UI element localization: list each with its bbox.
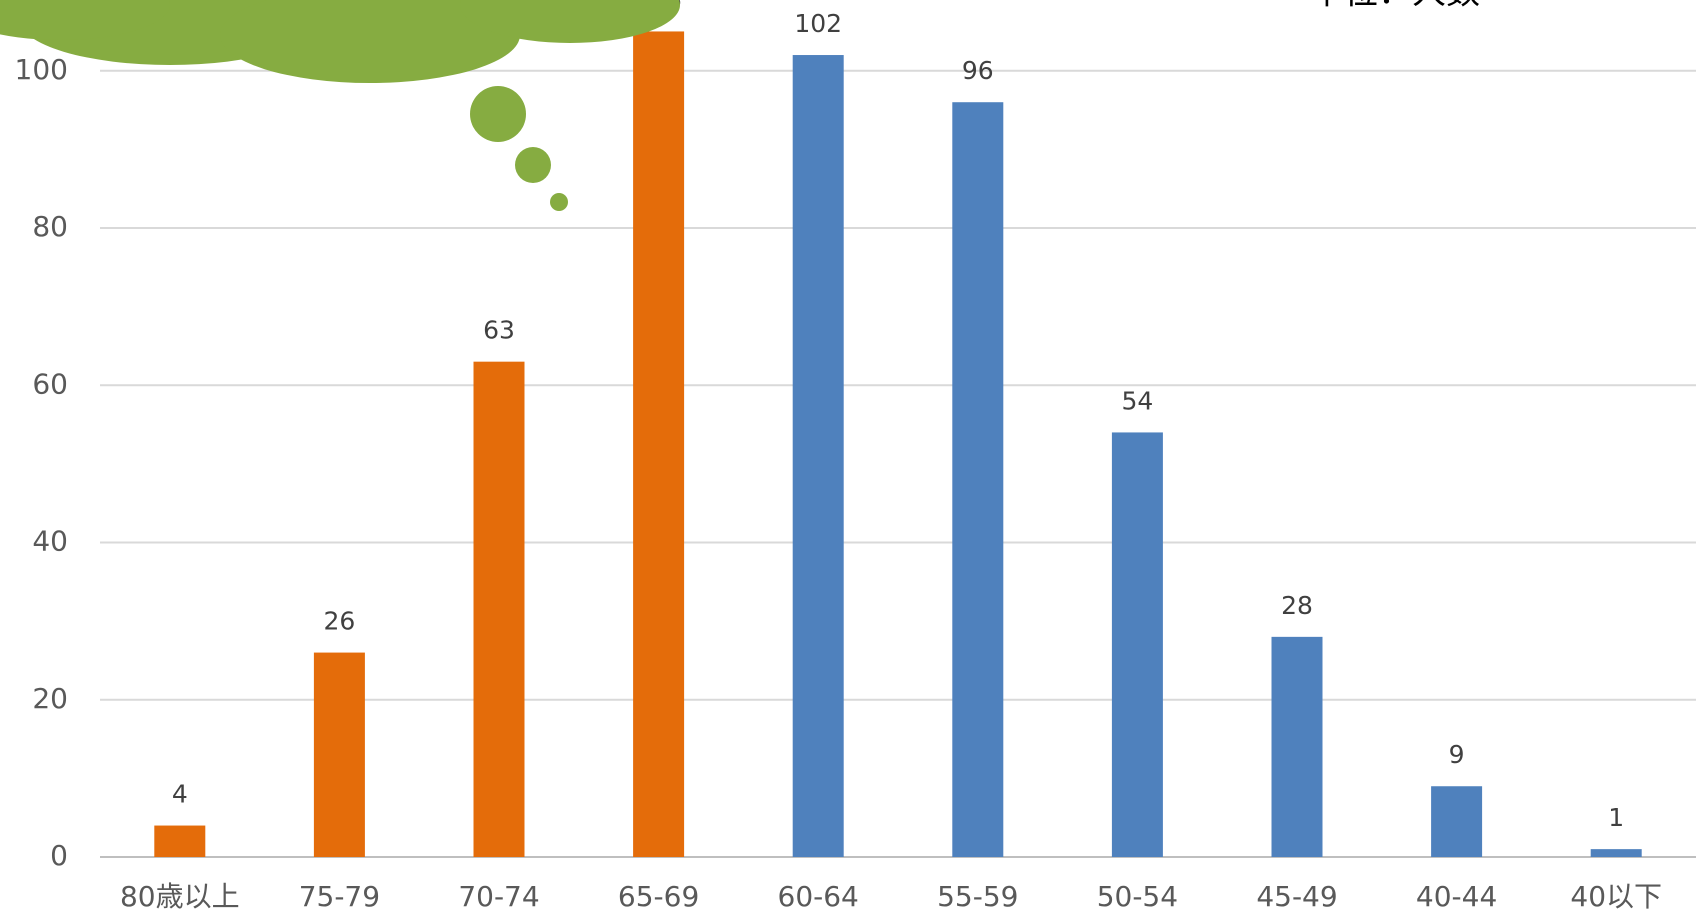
bar bbox=[952, 102, 1004, 858]
y-tick-label: 100 bbox=[15, 53, 68, 86]
data-label: 96 bbox=[962, 56, 994, 85]
thought-cloud bbox=[0, 0, 680, 211]
y-tick-label: 40 bbox=[32, 525, 68, 558]
unit-label: 単位：人数 bbox=[1310, 0, 1480, 13]
bar bbox=[1431, 786, 1483, 857]
x-tick-label: 80歳以上 bbox=[120, 880, 240, 913]
bar bbox=[154, 825, 206, 857]
x-tick-label: 60-64 bbox=[778, 880, 859, 913]
bar bbox=[473, 361, 525, 857]
data-label: 54 bbox=[1121, 386, 1153, 415]
x-tick-label: 45-49 bbox=[1256, 880, 1337, 913]
x-tick-label: 50-54 bbox=[1097, 880, 1178, 913]
x-tick-label: 70-74 bbox=[458, 880, 539, 913]
bar bbox=[1111, 432, 1163, 857]
y-tick-label: 80 bbox=[32, 210, 68, 243]
x-tick-label: 55-59 bbox=[937, 880, 1018, 913]
data-label: 1 bbox=[1608, 803, 1624, 832]
plot-area: 02040608010080歳以上475-792670-746365-69105… bbox=[15, 0, 1696, 913]
bar bbox=[1271, 636, 1323, 857]
x-tick-label: 75-79 bbox=[299, 880, 380, 913]
data-label: 28 bbox=[1281, 591, 1313, 620]
data-label: 4 bbox=[172, 780, 188, 809]
bar bbox=[1590, 849, 1642, 857]
x-tick-label: 65-69 bbox=[618, 880, 699, 913]
y-tick-label: 20 bbox=[32, 682, 68, 715]
data-label: 26 bbox=[323, 607, 355, 636]
x-tick-label: 40以下 bbox=[1570, 880, 1662, 913]
y-tick-label: 60 bbox=[32, 367, 68, 400]
data-label: 63 bbox=[483, 316, 515, 345]
data-label: 9 bbox=[1449, 740, 1465, 769]
bar bbox=[792, 55, 844, 858]
y-tick-label: 0 bbox=[50, 839, 68, 872]
bar bbox=[633, 31, 685, 858]
x-tick-label: 40-44 bbox=[1416, 880, 1497, 913]
data-label: 102 bbox=[794, 9, 842, 38]
bar bbox=[313, 652, 365, 857]
